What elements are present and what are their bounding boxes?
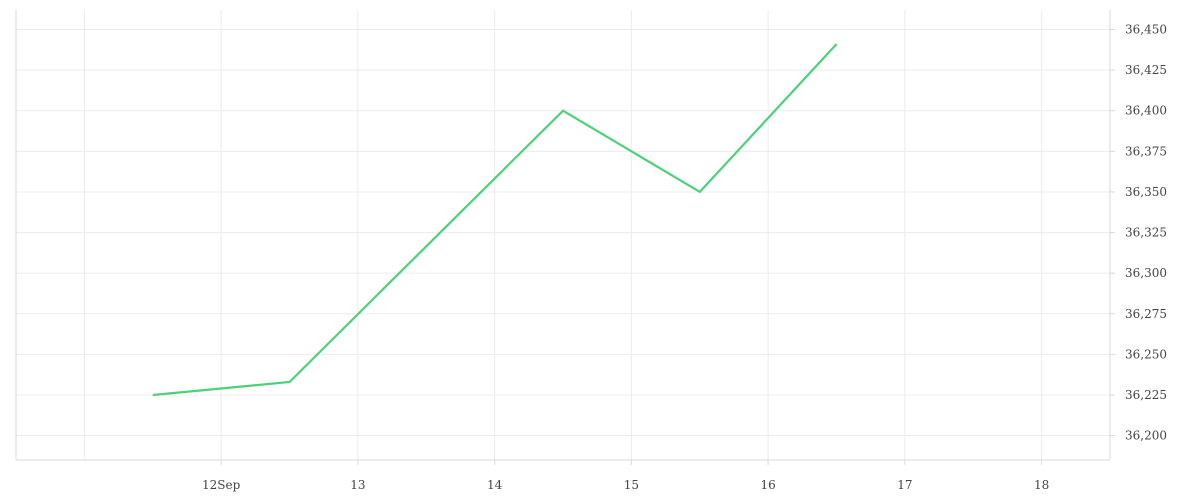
y-tick-label: 36,375	[1125, 144, 1167, 158]
x-tick-label: 13	[350, 478, 365, 492]
y-tick-label: 36,400	[1125, 104, 1167, 118]
y-tick-label: 36,275	[1125, 307, 1167, 321]
y-tick-label: 36,325	[1125, 226, 1167, 240]
axes: 36,200 36,225 36,250 36,275 36,300 36,325 36,3…	[15, 10, 1167, 492]
x-tick-label: 12Sep	[202, 478, 241, 492]
x-tick-label: 14	[487, 478, 503, 492]
x-tick-label: 18	[1034, 478, 1049, 492]
y-tick-label: 36,350	[1125, 185, 1167, 199]
y-tick-label: 36,250	[1125, 347, 1167, 361]
x-tick-label: 15	[624, 478, 639, 492]
series-layer	[152, 43, 838, 397]
y-tick-label: 36,200	[1125, 429, 1167, 443]
x-tick-label: 17	[897, 478, 912, 492]
y-tick-label: 36,425	[1125, 63, 1167, 77]
y-tick-label: 36,225	[1125, 388, 1167, 402]
y-tick-label: 36,450	[1125, 22, 1167, 36]
series-line	[152, 43, 838, 397]
x-tick-label: 16	[760, 478, 775, 492]
y-tick-label: 36,300	[1125, 266, 1167, 280]
